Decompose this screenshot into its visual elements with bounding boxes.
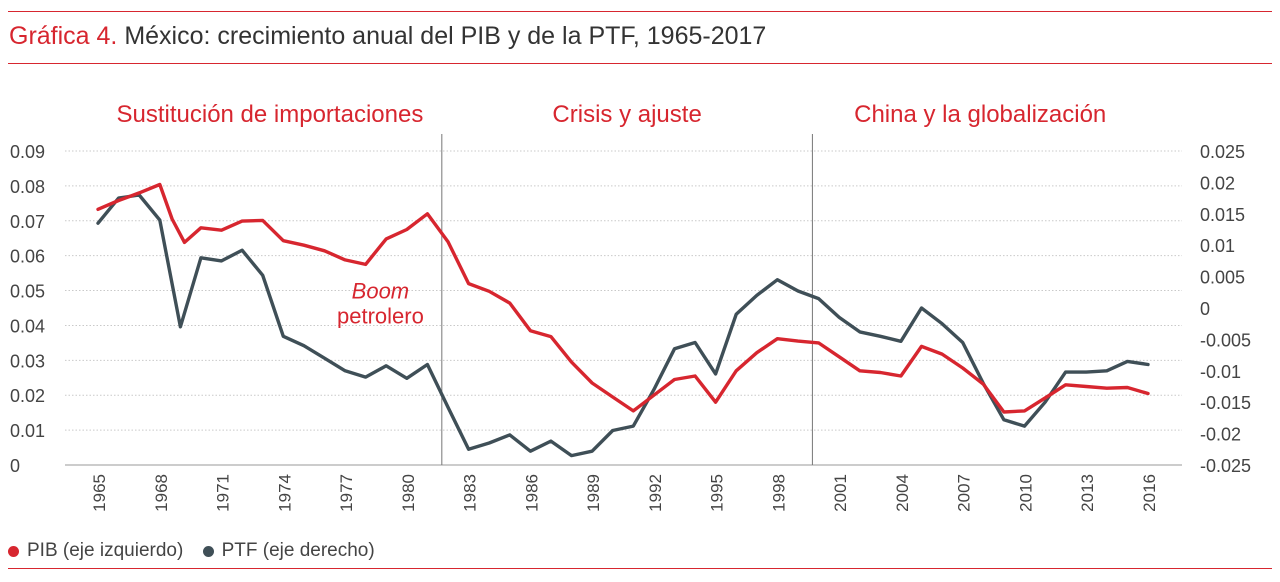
x-tick-label: 2016	[1140, 474, 1159, 512]
period-label: Sustitución de importaciones	[116, 101, 423, 128]
y-right-tick-label: 0.01	[1200, 236, 1235, 256]
y-right-tick-label: -0.025	[1200, 456, 1251, 476]
y-left-tick-label: 0.04	[10, 316, 45, 336]
chart-number: Gráfica 4.	[9, 22, 118, 50]
period-label: Crisis y ajuste	[552, 101, 701, 128]
y-left-tick-label: 0.06	[10, 247, 45, 267]
y-left-tick-label: 0	[10, 456, 20, 476]
x-tick-label: 2013	[1078, 474, 1097, 512]
legend-label-ptf: PTF (eje derecho)	[221, 540, 375, 561]
y-right-tick-label: -0.015	[1200, 393, 1251, 413]
y-left-tick-label: 0.07	[10, 212, 45, 232]
title-rule	[8, 63, 1272, 64]
legend-item-pib: PIB (eje izquierdo)	[8, 540, 183, 562]
x-tick-label: 1986	[522, 474, 541, 512]
x-tick-label: 1971	[214, 474, 233, 512]
x-tick-label: 1968	[152, 474, 171, 512]
x-tick-label: 1974	[275, 474, 294, 512]
legend-label-pib: PIB (eje izquierdo)	[27, 540, 184, 561]
y-left-tick-label: 0.09	[10, 142, 45, 162]
y-right-tick-label: -0.005	[1200, 330, 1251, 350]
y-left-tick-label: 0.01	[10, 421, 45, 441]
chart-title: Gráfica 4. México: crecimiento anual del…	[9, 22, 766, 51]
x-tick-label: 1989	[584, 474, 603, 512]
annotation-line1: Boom	[352, 278, 409, 303]
x-tick-label: 1977	[337, 474, 356, 512]
ptf-line	[96, 193, 1150, 458]
legend: PIB (eje izquierdo) PTF (eje derecho)	[8, 540, 389, 563]
x-tick-label: 1980	[399, 474, 418, 512]
y-left-tick-label: 0.08	[10, 177, 45, 197]
x-tick-label: 1995	[708, 474, 727, 512]
y-right-tick-label: 0.025	[1200, 142, 1245, 162]
x-tick-label: 1983	[461, 474, 480, 512]
y-right-tick-label: 0.02	[1200, 173, 1235, 193]
top-rule	[8, 11, 1272, 12]
y-right-tick-label: -0.02	[1200, 425, 1241, 445]
chart-title-text: México: crecimiento anual del PIB y de l…	[124, 22, 767, 50]
pib-line	[96, 182, 1150, 414]
x-tick-label: 2001	[831, 474, 850, 512]
bottom-rule	[8, 568, 1272, 569]
x-tick-label: 1998	[769, 474, 788, 512]
legend-dot-ptf	[202, 545, 214, 557]
legend-dot-pib	[8, 545, 19, 557]
y-left-tick-label: 0.02	[10, 386, 45, 406]
y-right-tick-label: 0	[1200, 299, 1210, 319]
period-label: China y la globalización	[854, 101, 1106, 128]
y-left-tick-label: 0.03	[10, 351, 45, 371]
y-right-tick-label: 0.015	[1200, 205, 1245, 225]
x-tick-label: 2010	[1016, 474, 1035, 512]
x-tick-label: 2004	[893, 474, 912, 512]
x-tick-label: 1965	[90, 474, 109, 512]
x-tick-label: 2007	[955, 474, 974, 512]
y-right-tick-label: 0.005	[1200, 268, 1245, 288]
y-left-tick-label: 0.05	[10, 282, 45, 302]
annotation-line2: petrolero	[337, 303, 424, 328]
x-tick-label: 1992	[646, 474, 665, 512]
legend-item-ptf: PTF (eje derecho)	[202, 540, 375, 562]
y-right-tick-label: -0.01	[1200, 362, 1241, 382]
